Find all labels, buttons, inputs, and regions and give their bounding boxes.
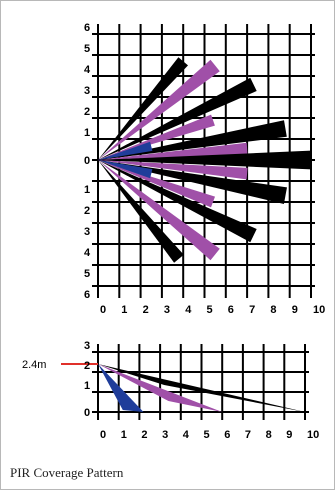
top-x-tick-label: 2 <box>143 304 149 316</box>
top-y-tick-label: 6 <box>84 22 90 34</box>
side-x-tick-label: 2 <box>141 429 147 441</box>
top-x-tick-label: 6 <box>228 304 234 316</box>
top-x-tick-label: 3 <box>164 304 170 316</box>
top-x-tick-label: 10 <box>313 304 325 316</box>
top-x-tick-label: 9 <box>292 304 298 316</box>
top-y-tick-label: 5 <box>84 43 90 55</box>
top-y-tick-label: 1 <box>84 184 90 196</box>
top-y-tick-label: 4 <box>84 64 91 76</box>
top-y-tick-label: 6 <box>84 289 90 301</box>
side-x-tick-label: 1 <box>121 429 127 441</box>
side-x-tick-label: 10 <box>307 429 319 441</box>
top-x-tick-label: 1 <box>121 304 127 316</box>
side-y-tick-label: 3 <box>84 340 90 352</box>
top-y-tick-label: 2 <box>84 106 90 118</box>
top-x-tick-label: 0 <box>100 304 106 316</box>
top-y-tick-label: 0 <box>84 155 90 167</box>
side-x-tick-label: 3 <box>162 429 168 441</box>
top-y-tick-label: 3 <box>84 85 90 97</box>
side-x-tick-label: 8 <box>266 429 272 441</box>
mount-height-label: 2.4m <box>22 359 46 371</box>
side-y-tick-label: 2 <box>84 360 90 372</box>
side-x-tick-label: 0 <box>100 429 106 441</box>
side-y-tick-label: 1 <box>84 380 90 392</box>
top-x-tick-label: 7 <box>249 304 255 316</box>
figure-caption: PIR Coverage Pattern <box>10 465 123 481</box>
top-y-tick-label: 3 <box>84 226 90 238</box>
top-x-tick-label: 8 <box>270 304 276 316</box>
side-x-tick-label: 4 <box>183 429 190 441</box>
top-x-tick-label: 5 <box>207 304 213 316</box>
side-x-tick-label: 5 <box>204 429 210 441</box>
side-x-tick-label: 9 <box>286 429 292 441</box>
top-y-tick-label: 1 <box>84 127 90 139</box>
side-x-tick-label: 6 <box>224 429 230 441</box>
top-y-tick-label: 5 <box>84 268 90 280</box>
side-x-tick-label: 7 <box>245 429 251 441</box>
top-x-tick-label: 4 <box>185 304 192 316</box>
top-y-tick-label: 2 <box>84 205 90 217</box>
side-y-tick-label: 0 <box>84 407 90 419</box>
top-y-tick-label: 4 <box>84 247 91 259</box>
